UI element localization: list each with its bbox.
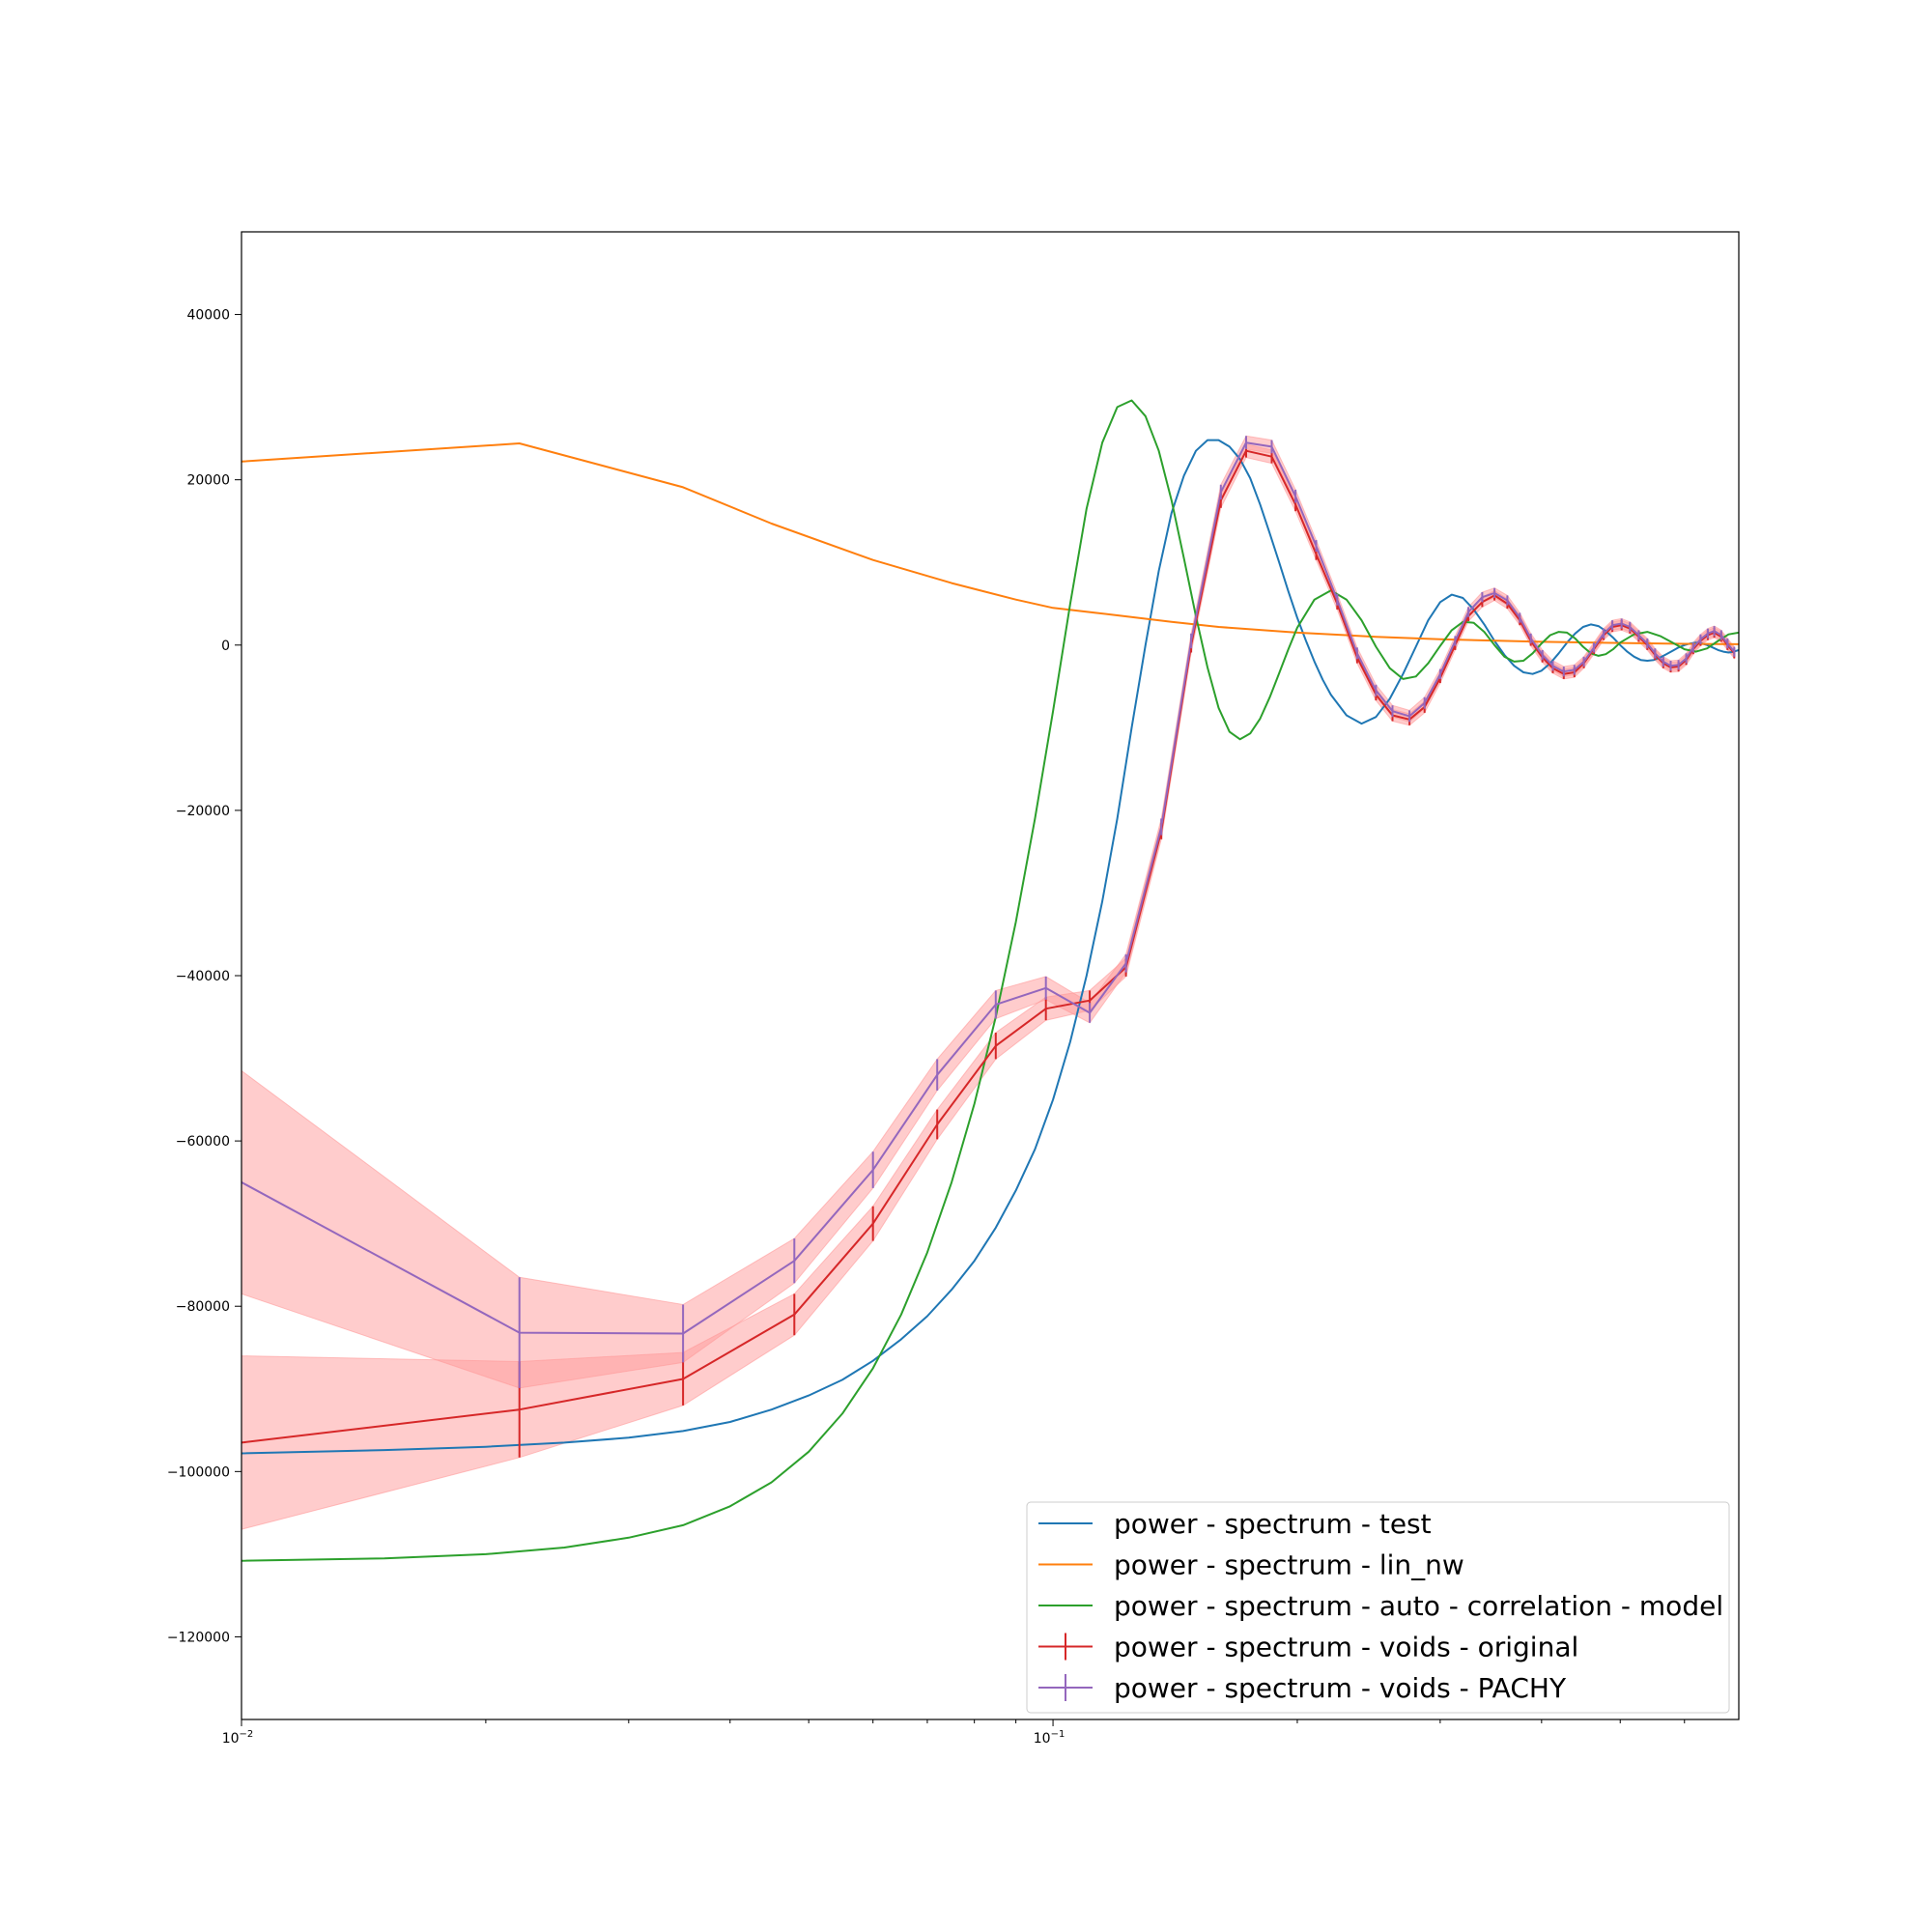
x-tick-label: 10−2	[222, 1729, 254, 1747]
y-tick-label: 20000	[186, 473, 230, 489]
legend-label-2: power - spectrum - auto - correlation - …	[1114, 1590, 1723, 1622]
y-tick-label: −40000	[176, 969, 230, 984]
x-tick-label: 10−1	[1034, 1729, 1065, 1747]
legend-label-4: power - spectrum - voids - PACHY	[1114, 1672, 1567, 1704]
series-errorbars	[518, 436, 1736, 1458]
y-tick-label: −80000	[176, 1299, 230, 1315]
y-tick-label: −100000	[167, 1464, 230, 1480]
legend-label-1: power - spectrum - lin_nw	[1114, 1549, 1464, 1581]
legend-label-0: power - spectrum - test	[1114, 1508, 1432, 1540]
y-tick-label: 0	[221, 639, 230, 654]
series-line-2	[242, 399, 1739, 1562]
y-axis: 40000 20000 0 −20000 −40000 −60000 −80000 −1000…	[167, 308, 242, 1645]
y-tick-label: −20000	[176, 804, 230, 819]
y-tick-label: −60000	[176, 1134, 230, 1150]
series-line-0	[242, 439, 1739, 1455]
series-line-1	[242, 442, 1739, 645]
legend: power - spectrum - test power - spectrum …	[1026, 1501, 1730, 1714]
legend-box	[1026, 1501, 1730, 1714]
y-tick-label: −120000	[167, 1630, 230, 1645]
legend-label-3: power - spectrum - voids - original	[1114, 1632, 1578, 1663]
x-axis: 10−2 10−1	[222, 1719, 1686, 1747]
y-tick-label: 40000	[186, 308, 230, 324]
